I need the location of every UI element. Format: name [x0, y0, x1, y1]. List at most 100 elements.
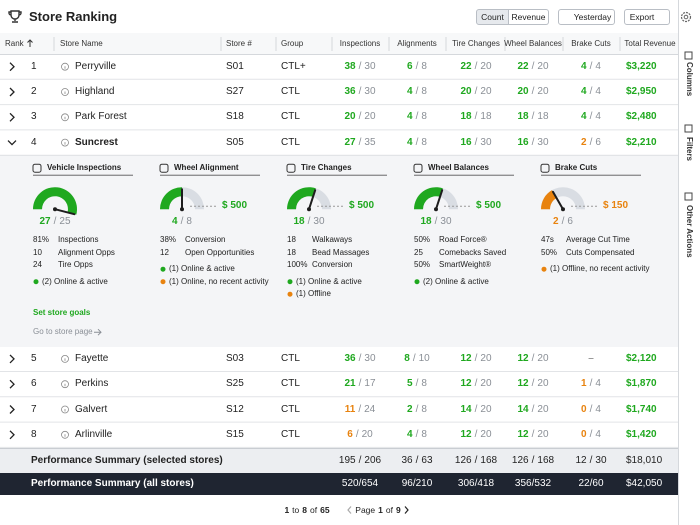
expand-chevron[interactable] — [7, 140, 17, 146]
stat-label: Conversion — [185, 235, 226, 245]
metric-cell: 8/10 — [404, 351, 429, 367]
metric-separator: / — [358, 111, 362, 123]
store-link-arrow — [94, 328, 102, 336]
page-range-part: 8 — [302, 505, 307, 515]
metric-cell: 22/20 — [460, 59, 491, 75]
metric-cell: 12/30 — [575, 453, 606, 469]
metric-separator: / — [474, 352, 478, 364]
metric-value: 18 — [460, 111, 472, 123]
stat-label: Cuts Compensated — [566, 247, 635, 257]
metric-separator: / — [415, 86, 419, 97]
column-header: Rank — [5, 38, 24, 48]
metric-cell: 12/20 — [460, 427, 491, 443]
gauge-value: 18/30 — [420, 214, 451, 230]
settings-gear[interactable] — [680, 11, 692, 23]
metric-value: 36 — [401, 455, 413, 466]
metric-separator: / — [589, 428, 593, 440]
metric-separator: / — [589, 403, 593, 415]
metric-value: 96 — [401, 478, 413, 489]
column-header-row — [0, 33, 678, 55]
store-page-link[interactable]: Go to store page — [33, 327, 93, 337]
metric-cell: 12/20 — [517, 427, 548, 443]
metric-target: 206 — [364, 455, 382, 466]
toggle-button[interactable]: Count — [476, 9, 509, 25]
stat-label: Tire Opps — [58, 260, 93, 270]
expand-chevron[interactable] — [9, 62, 15, 72]
metric-separator: / — [531, 60, 535, 72]
store-group: CTL+ — [281, 60, 306, 72]
metric-cell: 5/8 — [407, 376, 427, 392]
revenue: $2,950 — [626, 86, 657, 97]
store-name: Fayette — [75, 352, 109, 364]
status-text: (1) Online & active — [169, 264, 235, 274]
store-number: S01 — [226, 60, 244, 72]
metric-value: 356 — [514, 478, 532, 489]
set-goals-link[interactable]: Set store goals — [33, 308, 91, 318]
toggle-button[interactable]: Revenue — [509, 9, 549, 25]
date-button[interactable]: Yesterday — [558, 9, 615, 25]
expand-chevron[interactable] — [9, 405, 15, 414]
metric-separator: / — [358, 60, 362, 72]
card-icon — [286, 163, 296, 173]
expand-chevron[interactable] — [9, 354, 15, 364]
status-dot — [160, 279, 166, 285]
metric-separator: / — [589, 136, 593, 148]
metric-value: 14 — [460, 403, 472, 415]
metric-separator: / — [358, 136, 362, 148]
store-number: S27 — [226, 86, 244, 97]
store-number: S15 — [226, 428, 244, 440]
store-name: Galvert — [75, 403, 108, 415]
metric-cell: 306/418 — [458, 476, 494, 492]
export-button[interactable]: Export — [624, 9, 670, 25]
metric-value: 12 — [460, 428, 472, 440]
expand-chevron[interactable] — [9, 87, 15, 97]
side-tab[interactable]: Filters — [685, 137, 694, 162]
metric-separator: / — [415, 455, 419, 466]
column-header: Wheel Balances — [504, 38, 562, 48]
metric-value: 6 — [347, 428, 353, 440]
status-dot — [287, 291, 293, 297]
metric-value: 21 — [344, 378, 356, 390]
side-tab[interactable]: Other Actions — [685, 205, 694, 258]
page-range-part: of — [310, 505, 318, 515]
gauge-target: 8 — [186, 216, 192, 228]
metric-separator: / — [531, 352, 535, 364]
page-indicator: Page 1 of 9 — [355, 502, 400, 518]
stat-label: Inspections — [58, 235, 99, 245]
gauge-needle — [54, 208, 76, 216]
card-title: Brake Cuts — [555, 163, 598, 173]
metric-cell: 356/532 — [515, 476, 551, 492]
metric-separator: / — [412, 478, 416, 489]
metric-value: 0 — [581, 428, 587, 440]
metric-separator: / — [589, 478, 593, 489]
expand-chevron[interactable] — [9, 430, 15, 440]
detail-panel — [0, 155, 678, 348]
card-title: Vehicle Inspections — [47, 163, 122, 173]
info-icon — [61, 405, 69, 414]
metric-target: 20 — [480, 403, 492, 415]
metric-value: 520 — [341, 478, 359, 489]
goal-reward: $ 500 — [476, 200, 502, 212]
metric-cell: 6/20 — [347, 427, 372, 443]
metric-cell: 18/18 — [517, 109, 548, 125]
metric-target: 654 — [361, 478, 379, 489]
card-icon — [540, 163, 550, 173]
metric-separator: / — [474, 60, 478, 72]
next-page[interactable] — [404, 506, 409, 514]
metric-target: 24 — [364, 403, 376, 415]
expand-chevron[interactable] — [9, 112, 15, 122]
prev-page[interactable] — [347, 506, 352, 514]
metric-value: – — [588, 352, 594, 364]
column-header: Brake Cuts — [571, 38, 611, 48]
expand-chevron[interactable] — [9, 379, 15, 389]
metric-target: 30 — [480, 136, 492, 148]
metric-target: 30 — [364, 352, 376, 364]
status-dot — [33, 279, 39, 285]
store-name: Park Forest — [75, 111, 127, 123]
metric-cell: 126/168 — [512, 453, 554, 469]
metric-target: 10 — [418, 352, 430, 364]
metric-cell: 20/20 — [344, 109, 375, 125]
side-tab[interactable]: Columns — [685, 62, 694, 97]
metric-target: 20 — [537, 352, 549, 364]
metric-cell: 2/8 — [407, 402, 427, 418]
